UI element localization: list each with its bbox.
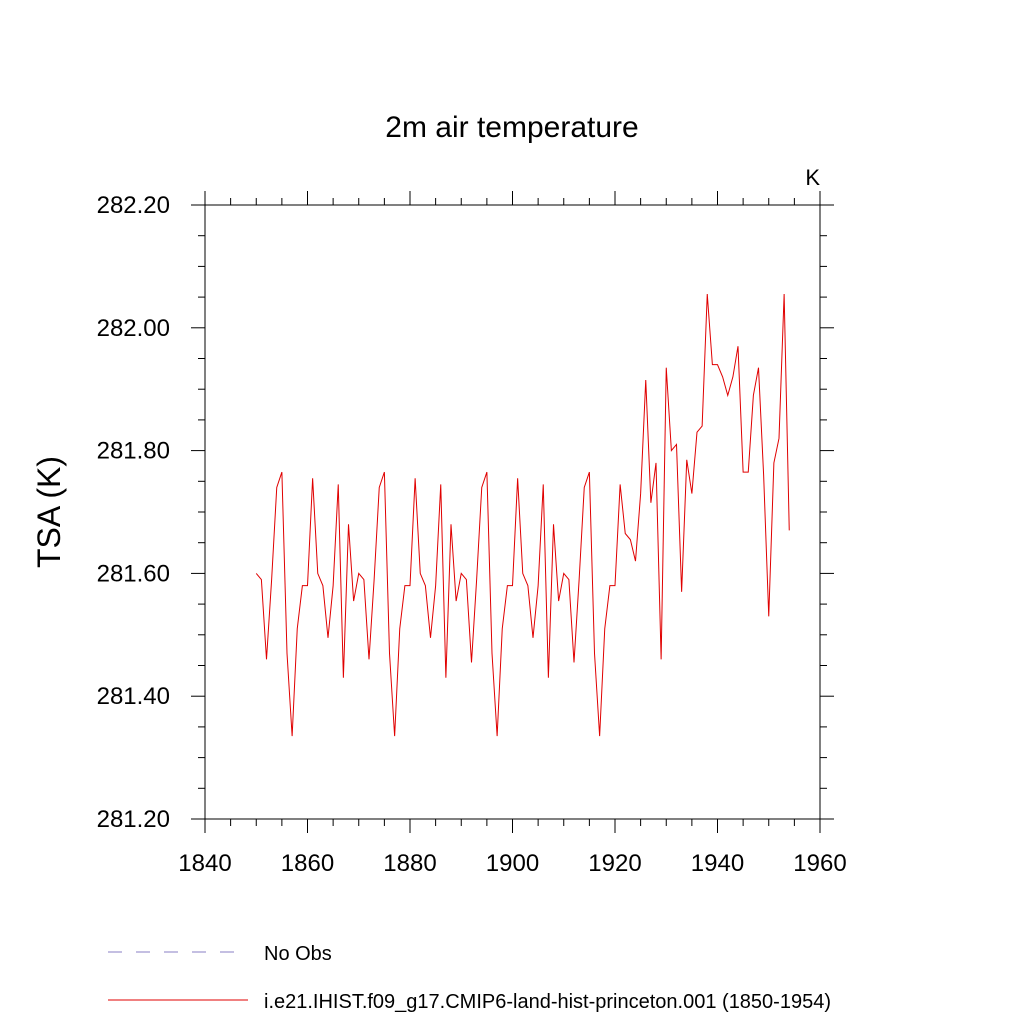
x-tick-label: 1920	[588, 850, 641, 877]
x-tick-label: 1860	[281, 850, 334, 877]
plot-frame	[204, 204, 821, 820]
series-layer	[255, 293, 790, 737]
x-tick-label: 1940	[691, 850, 744, 877]
y-tick-label: 282.00	[97, 315, 170, 342]
x-tick-label: 1960	[793, 850, 846, 877]
units-label: K	[805, 165, 820, 190]
y-axis-label: TSA (K)	[31, 456, 67, 568]
y-tick-label: 281.20	[97, 806, 170, 833]
axis-tick-labels: 1840 1860 1880 1900 1920 1940 1960 281.20 281.40…	[97, 192, 847, 877]
chart-title: 2m air temperature	[385, 111, 638, 144]
y-tick-label: 282.20	[97, 192, 170, 219]
axis-ticks	[191, 191, 834, 833]
legend: No Obs i.e21.IHIST.f09_g17.CMIP6-land-hi…	[108, 943, 831, 1013]
y-tick-label: 281.60	[97, 560, 170, 587]
x-tick-label: 1840	[178, 850, 231, 877]
y-tick-label: 281.40	[97, 683, 170, 710]
legend-label-model-run: i.e21.IHIST.f09_g17.CMIP6-land-hist-prin…	[264, 991, 831, 1013]
y-tick-label: 281.80	[97, 438, 170, 465]
x-tick-label: 1900	[486, 850, 539, 877]
series-line	[255, 293, 790, 737]
plot-border	[204, 204, 821, 820]
legend-label-no-obs: No Obs	[264, 943, 332, 965]
x-tick-label: 1880	[383, 850, 436, 877]
